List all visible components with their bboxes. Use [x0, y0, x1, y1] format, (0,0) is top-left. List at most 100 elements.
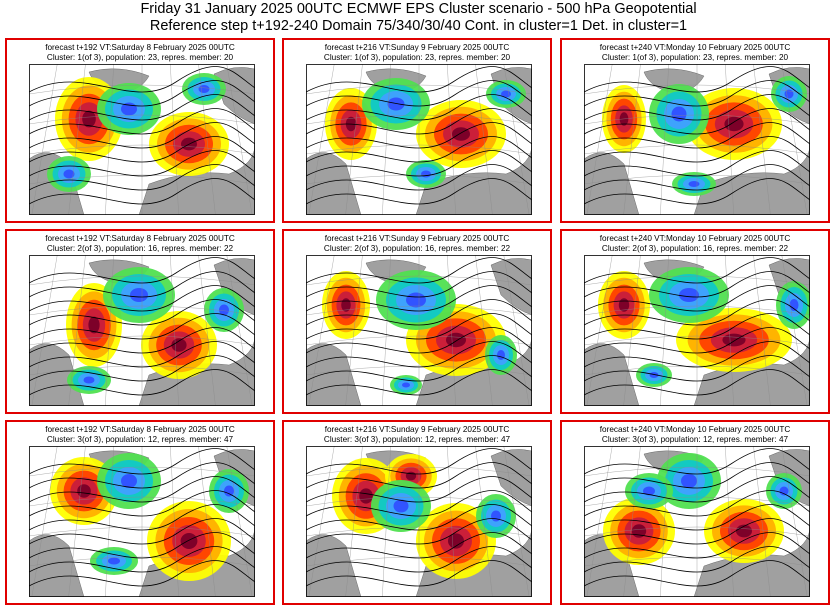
geopotential-contours	[584, 448, 810, 587]
geopotential-contours	[29, 257, 255, 396]
negative-anomaly-shading	[402, 382, 410, 388]
negative-anomaly-shading	[393, 499, 409, 513]
cluster-panel: forecast t+216 VT:Sunday 9 February 2025…	[282, 38, 552, 223]
graticule	[584, 446, 810, 597]
negative-anomaly-shading	[387, 97, 405, 111]
panel-cluster-label: Cluster: 3(of 3), population: 12, repres…	[46, 435, 234, 444]
negative-anomaly-shading	[643, 486, 655, 496]
geopotential-contours	[584, 257, 810, 396]
cluster-panel: forecast t+216 VT:Sunday 9 February 2025…	[282, 229, 552, 414]
cluster-panel: forecast t+216 VT:Sunday 9 February 2025…	[282, 420, 552, 605]
geopotential-map	[29, 446, 255, 597]
panel-forecast-label: forecast t+192 VT:Saturday 8 February 20…	[45, 43, 235, 52]
map-frame	[29, 446, 255, 597]
graticule	[29, 446, 255, 597]
panel-forecast-label: forecast t+240 VT:Monday 10 February 202…	[599, 43, 791, 52]
negative-anomaly-shading	[63, 169, 75, 179]
geopotential-contours	[306, 66, 532, 205]
cluster-panel: forecast t+192 VT:Saturday 8 February 20…	[5, 420, 275, 605]
negative-anomaly-shading	[679, 288, 699, 302]
positive-anomaly-shading	[619, 112, 629, 126]
positive-anomaly-shading	[77, 484, 91, 498]
land-mass	[138, 143, 255, 215]
cluster-panel: forecast t+192 VT:Saturday 8 February 20…	[5, 38, 275, 223]
negative-anomaly-shading	[789, 299, 799, 311]
map-frame	[306, 446, 532, 597]
negative-anomaly-shading	[497, 350, 505, 360]
graticule	[29, 255, 255, 406]
positive-anomaly-shading	[171, 338, 187, 352]
geopotential-map	[584, 255, 810, 406]
geopotential-map	[29, 255, 255, 406]
geopotential-map	[584, 64, 810, 215]
negative-anomaly-shading	[421, 170, 431, 178]
positive-anomaly-shading	[446, 332, 466, 348]
negative-anomaly-shading	[784, 89, 794, 99]
positive-anomaly-shading	[736, 524, 752, 538]
map-frame	[584, 64, 810, 215]
map-frame	[306, 255, 532, 406]
geopotential-contours	[29, 66, 255, 205]
negative-anomaly-shading	[491, 510, 501, 522]
negative-anomaly-shading	[130, 288, 148, 302]
map-frame	[29, 255, 255, 406]
geopotential-map	[29, 64, 255, 215]
panel-forecast-label: forecast t+216 VT:Sunday 9 February 2025…	[324, 234, 510, 243]
panel-forecast-label: forecast t+240 VT:Monday 10 February 202…	[599, 234, 791, 243]
graticule	[584, 64, 810, 215]
geopotential-map	[306, 255, 532, 406]
graticule	[306, 255, 532, 406]
panel-cluster-label: Cluster: 2(of 3), population: 16, repres…	[46, 244, 234, 253]
panel-forecast-label: forecast t+240 VT:Monday 10 February 202…	[599, 425, 791, 434]
negative-anomaly-shading	[406, 292, 426, 308]
cluster-panel: forecast t+240 VT:Monday 10 February 202…	[560, 38, 830, 223]
graticule	[306, 446, 532, 597]
geopotential-map	[306, 64, 532, 215]
negative-anomaly-shading	[681, 474, 697, 488]
positive-anomaly-shading	[618, 298, 630, 312]
map-frame	[306, 64, 532, 215]
negative-anomaly-shading	[688, 181, 700, 187]
panel-forecast-label: forecast t+216 VT:Sunday 9 February 2025…	[324, 43, 510, 52]
negative-anomaly-shading	[83, 376, 95, 384]
land-mass	[693, 143, 810, 215]
geopotential-contours	[29, 448, 255, 587]
graticule	[29, 64, 255, 215]
panel-cluster-label: Cluster: 3(of 3), population: 12, repres…	[323, 435, 511, 444]
panel-cluster-label: Cluster: 1(of 3), population: 23, repres…	[323, 53, 511, 62]
cluster-panel: forecast t+240 VT:Monday 10 February 202…	[560, 420, 830, 605]
graticule	[584, 255, 810, 406]
cluster-panel: forecast t+192 VT:Saturday 8 February 20…	[5, 229, 275, 414]
negative-anomaly-shading	[779, 486, 789, 496]
negative-anomaly-shading	[649, 372, 659, 378]
negative-anomaly-shading	[198, 85, 210, 93]
negative-anomaly-shading	[224, 485, 234, 497]
geopotential-contours	[306, 257, 532, 396]
geopotential-map	[584, 446, 810, 597]
negative-anomaly-shading	[121, 474, 137, 488]
positive-anomaly-shading	[180, 533, 198, 549]
positive-anomaly-shading	[88, 316, 100, 334]
panel-cluster-label: Cluster: 3(of 3), population: 12, repres…	[601, 435, 789, 444]
geopotential-contours	[306, 448, 532, 587]
panel-forecast-label: forecast t+192 VT:Saturday 8 February 20…	[45, 234, 235, 243]
map-frame	[584, 255, 810, 406]
map-frame	[584, 446, 810, 597]
panel-cluster-label: Cluster: 1(of 3), population: 23, repres…	[601, 53, 789, 62]
panel-cluster-label: Cluster: 1(of 3), population: 23, repres…	[46, 53, 234, 62]
geopotential-map	[306, 446, 532, 597]
positive-anomaly-shading	[82, 110, 96, 128]
panel-cluster-label: Cluster: 2(of 3), population: 16, repres…	[601, 244, 789, 253]
negative-anomaly-shading	[108, 557, 120, 565]
land-mass	[415, 143, 532, 215]
positive-anomaly-shading	[359, 488, 373, 504]
page-title: Friday 31 January 2025 00UTC ECMWF EPS C…	[140, 1, 697, 17]
positive-anomaly-shading	[722, 333, 746, 347]
panel-forecast-label: forecast t+216 VT:Sunday 9 February 2025…	[324, 425, 510, 434]
map-frame	[29, 64, 255, 215]
positive-anomaly-shading	[724, 116, 744, 132]
negative-anomaly-shading	[219, 304, 229, 316]
page-subtitle: Reference step t+192-240 Domain 75/340/3…	[149, 18, 688, 34]
panel-forecast-label: forecast t+192 VT:Saturday 8 February 20…	[45, 425, 235, 434]
cluster-panel: forecast t+240 VT:Monday 10 February 202…	[560, 229, 830, 414]
